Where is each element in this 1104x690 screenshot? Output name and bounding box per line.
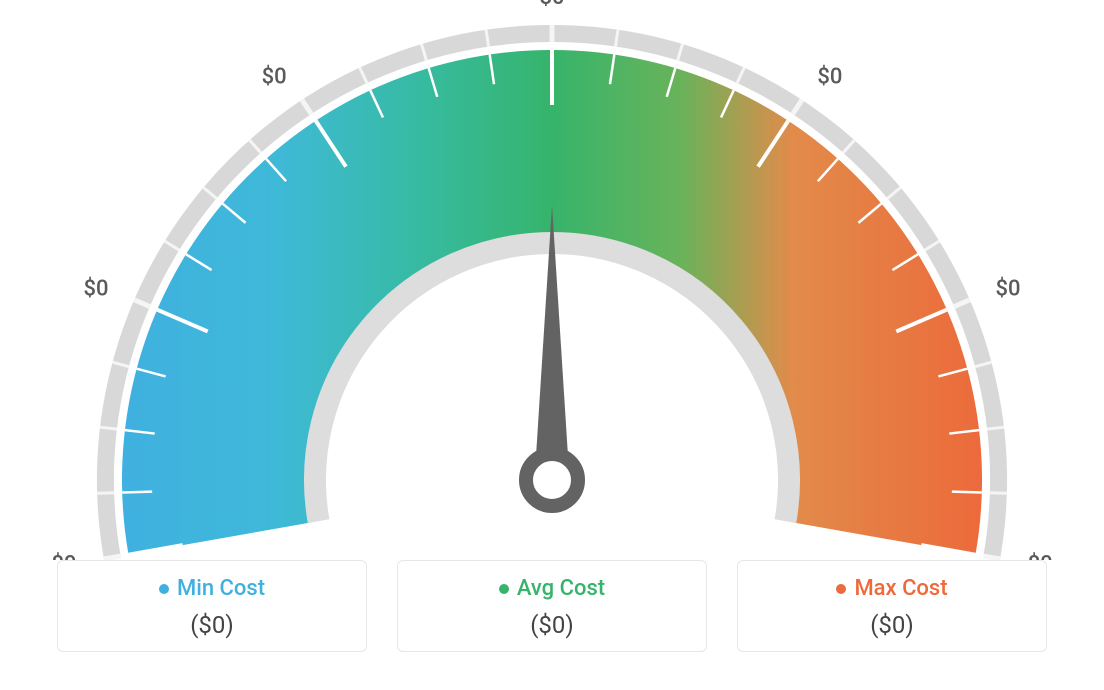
dot-icon bbox=[499, 584, 509, 594]
legend-value-avg: ($0) bbox=[408, 611, 696, 639]
gauge-tick-label: $0 bbox=[1028, 552, 1053, 560]
gauge-tick-label: $0 bbox=[539, 0, 564, 10]
legend-value-max: ($0) bbox=[748, 611, 1036, 639]
gauge-tick-label: $0 bbox=[995, 277, 1020, 302]
legend-value-min: ($0) bbox=[68, 611, 356, 639]
dot-icon bbox=[159, 584, 169, 594]
gauge-area: $0 $0 $0 $0 $0 $0 $0 bbox=[0, 0, 1104, 560]
dot-icon bbox=[836, 584, 846, 594]
gauge-tick-label: $0 bbox=[817, 64, 842, 89]
gauge-chart-container: $0 $0 $0 $0 $0 $0 $0 Min Cost ($0) Avg Cost ($… bbox=[0, 0, 1104, 690]
gauge-tick-label: $0 bbox=[83, 277, 108, 302]
legend-item-max: Max Cost ($0) bbox=[737, 560, 1047, 652]
legend-text-max: Max Cost bbox=[854, 576, 947, 601]
gauge-tick-label: $0 bbox=[262, 64, 287, 89]
gauge-svg: $0 $0 $0 $0 $0 $0 $0 bbox=[0, 0, 1104, 560]
gauge-hub bbox=[526, 454, 578, 506]
legend-item-min: Min Cost ($0) bbox=[57, 560, 367, 652]
legend-label-avg: Avg Cost bbox=[499, 576, 605, 601]
legend-label-max: Max Cost bbox=[836, 576, 947, 601]
legend: Min Cost ($0) Avg Cost ($0) Max Cost ($0… bbox=[0, 560, 1104, 652]
legend-label-min: Min Cost bbox=[159, 576, 265, 601]
gauge-tick-label: $0 bbox=[51, 552, 76, 560]
legend-text-min: Min Cost bbox=[177, 576, 265, 601]
legend-text-avg: Avg Cost bbox=[517, 576, 605, 601]
legend-item-avg: Avg Cost ($0) bbox=[397, 560, 707, 652]
